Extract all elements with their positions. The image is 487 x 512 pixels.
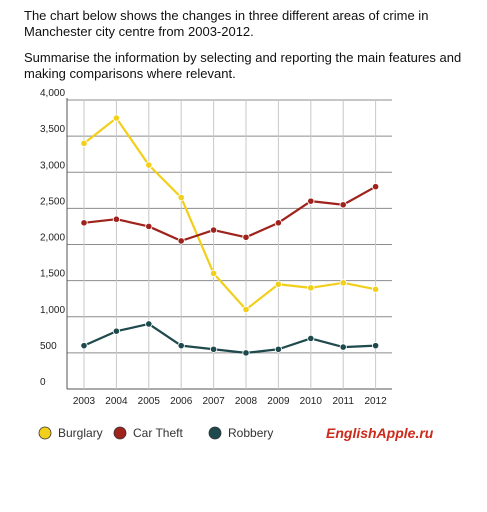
burglary-point [112, 114, 121, 122]
robbery-point [112, 327, 121, 335]
burglary-point [242, 305, 250, 314]
y-tick-label: 4,000 [40, 88, 65, 99]
car-theft-point [177, 237, 185, 245]
burglary-point [274, 280, 282, 288]
car-theft-point [145, 222, 153, 231]
robbery-point [145, 320, 153, 328]
burglary-point [80, 139, 88, 147]
brand-watermark: EnglishApple.ru [326, 425, 434, 441]
x-tick-label: 2007 [202, 396, 225, 407]
robbery-point [339, 343, 347, 351]
car-theft-point [274, 219, 282, 227]
y-tick-label: 2,000 [40, 233, 65, 244]
car-theft-point [339, 201, 347, 209]
burglary-point [307, 284, 315, 292]
legend-label-car-theft: Car Theft [133, 426, 183, 440]
prompt-intro: The chart below shows the changes in thr… [24, 8, 429, 39]
legend-swatch-burglary [38, 426, 52, 440]
x-tick-label: 2010 [300, 396, 323, 407]
robbery-point [371, 342, 380, 350]
burglary-point [339, 279, 347, 287]
burglary-point [210, 269, 218, 277]
robbery-line [83, 322, 376, 354]
robbery-point [210, 345, 218, 353]
task-prompt: The chart below shows the changes in thr… [24, 8, 464, 92]
y-tick-label: 500 [40, 341, 57, 352]
car-theft-point [371, 183, 380, 191]
y-tick-label: 3,000 [40, 160, 65, 171]
y-tick-label: 2,500 [40, 196, 65, 207]
y-tick-label: 3,500 [40, 124, 65, 135]
robbery-point [80, 342, 88, 350]
x-tick-label: 2004 [105, 396, 128, 407]
robbery-point [242, 349, 250, 357]
burglary-point [145, 161, 153, 169]
robbery-point [307, 334, 315, 343]
car-theft-point [242, 233, 250, 241]
legend-swatch-car-theft [113, 426, 127, 440]
burglary-line [83, 116, 376, 311]
car-theft-point [307, 197, 315, 205]
x-tick-label: 2003 [73, 396, 96, 407]
car-theft-point [112, 215, 121, 223]
x-tick-label: 2012 [364, 396, 387, 407]
burglary-point [177, 193, 185, 202]
x-tick-label: 2011 [332, 396, 354, 407]
y-tick-label: 1,500 [40, 269, 65, 280]
x-tick-label: 2009 [267, 396, 290, 407]
legend-swatch-robbery [208, 426, 222, 440]
y-tick-label: 0 [40, 377, 46, 388]
x-tick-label: 2008 [235, 396, 258, 407]
x-tick-label: 2005 [138, 396, 161, 407]
robbery-point [177, 342, 185, 350]
prompt-instructions: Summarise the information by selecting a… [24, 50, 462, 81]
car-theft-point [210, 226, 218, 234]
legend-label-robbery: Robbery [228, 426, 273, 440]
robbery-point [274, 345, 282, 353]
x-tick-label: 2006 [170, 396, 193, 407]
car-theft-point [80, 219, 88, 227]
legend-label-burglary: Burglary [58, 426, 103, 440]
car-theft-line [83, 185, 377, 242]
burglary-point [371, 285, 380, 293]
y-tick-label: 1,000 [40, 305, 65, 316]
